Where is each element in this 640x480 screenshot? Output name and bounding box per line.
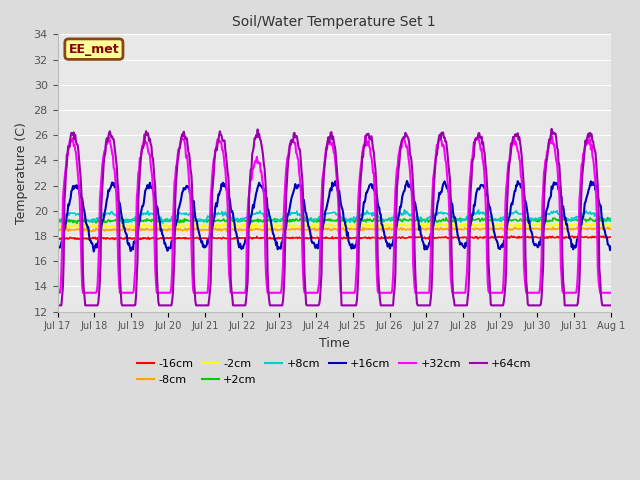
-2cm	[121, 225, 129, 230]
-16cm	[177, 235, 185, 241]
+8cm	[607, 217, 614, 223]
+8cm	[419, 217, 427, 223]
Legend: -16cm, -8cm, -2cm, +2cm, +8cm, +16cm, +32cm, +64cm: -16cm, -8cm, -2cm, +2cm, +8cm, +16cm, +3…	[132, 355, 536, 389]
+8cm	[403, 209, 411, 215]
+8cm	[54, 216, 61, 222]
-16cm	[64, 236, 72, 242]
-16cm	[419, 235, 426, 240]
-8cm	[607, 227, 614, 232]
+8cm	[177, 211, 185, 216]
-8cm	[177, 227, 184, 233]
+16cm	[122, 229, 129, 235]
-2cm	[206, 226, 214, 231]
+16cm	[177, 194, 185, 200]
+8cm	[159, 220, 167, 226]
Line: -16cm: -16cm	[58, 236, 611, 240]
+16cm	[90, 249, 97, 254]
-2cm	[177, 223, 184, 229]
+2cm	[419, 216, 426, 222]
+2cm	[122, 219, 129, 225]
+16cm	[64, 209, 72, 215]
-16cm	[403, 235, 410, 241]
-2cm	[541, 220, 548, 226]
-8cm	[54, 226, 61, 232]
+64cm	[418, 302, 426, 308]
-2cm	[607, 222, 614, 228]
+2cm	[177, 219, 185, 225]
+64cm	[177, 138, 184, 144]
-8cm	[573, 225, 581, 230]
Line: +2cm: +2cm	[58, 217, 611, 224]
-8cm	[206, 226, 214, 232]
+64cm	[54, 302, 61, 308]
Line: -8cm: -8cm	[58, 228, 611, 231]
-8cm	[403, 227, 410, 233]
-16cm	[607, 234, 614, 240]
Line: +8cm: +8cm	[58, 210, 611, 223]
+8cm	[401, 207, 408, 213]
+2cm	[73, 221, 81, 227]
Line: +16cm: +16cm	[58, 181, 611, 252]
-8cm	[223, 228, 230, 234]
+64cm	[206, 289, 214, 295]
-8cm	[419, 226, 426, 231]
+32cm	[177, 135, 185, 141]
-8cm	[121, 227, 129, 233]
-2cm	[207, 224, 214, 229]
-16cm	[207, 235, 214, 241]
+32cm	[141, 132, 148, 137]
Line: +64cm: +64cm	[58, 129, 611, 305]
+32cm	[607, 290, 614, 296]
-16cm	[122, 234, 129, 240]
-8cm	[64, 227, 72, 233]
+64cm	[607, 302, 614, 308]
+8cm	[121, 219, 129, 225]
+64cm	[401, 130, 409, 136]
-2cm	[54, 224, 61, 230]
X-axis label: Time: Time	[319, 337, 349, 350]
+16cm	[403, 178, 411, 184]
+64cm	[64, 150, 72, 156]
+2cm	[64, 218, 72, 224]
+16cm	[207, 231, 214, 237]
-2cm	[403, 223, 410, 228]
Line: +32cm: +32cm	[58, 134, 611, 293]
+2cm	[607, 218, 614, 224]
-16cm	[508, 233, 515, 239]
+16cm	[419, 239, 427, 245]
+32cm	[207, 196, 214, 202]
+16cm	[54, 246, 61, 252]
+32cm	[121, 290, 129, 296]
+16cm	[607, 244, 614, 250]
+2cm	[604, 215, 612, 220]
Text: EE_met: EE_met	[68, 43, 119, 56]
-16cm	[77, 237, 85, 243]
+64cm	[548, 126, 556, 132]
Title: Soil/Water Temperature Set 1: Soil/Water Temperature Set 1	[232, 15, 436, 29]
+32cm	[54, 290, 61, 296]
Y-axis label: Temperature (C): Temperature (C)	[15, 122, 28, 224]
+8cm	[64, 213, 72, 218]
Line: -2cm: -2cm	[58, 223, 611, 228]
-2cm	[419, 222, 426, 228]
+32cm	[64, 153, 72, 158]
+2cm	[403, 217, 410, 223]
+64cm	[121, 302, 129, 308]
-2cm	[64, 223, 72, 229]
-16cm	[54, 236, 61, 242]
+32cm	[403, 144, 410, 150]
+2cm	[207, 219, 214, 225]
+32cm	[419, 290, 426, 296]
+8cm	[207, 215, 214, 220]
+16cm	[403, 182, 410, 188]
+2cm	[54, 219, 61, 225]
